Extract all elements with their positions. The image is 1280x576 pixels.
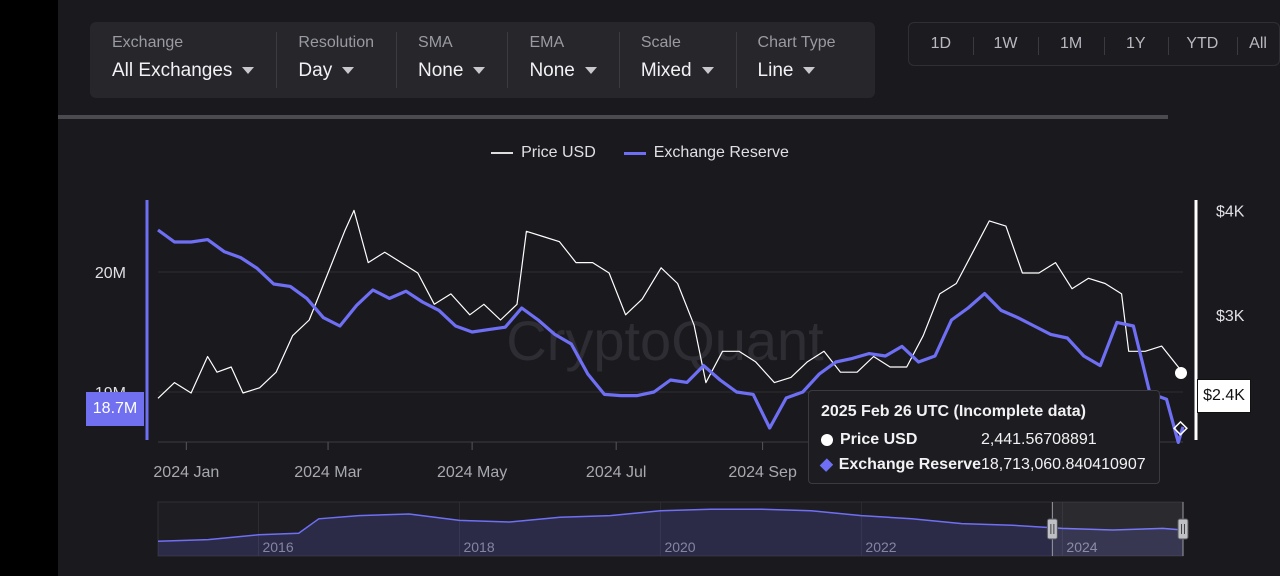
navigator-year-label: 2022 (865, 539, 896, 555)
section-divider (58, 115, 1168, 119)
x-tick-label: 2024 Sep (728, 464, 797, 481)
diamond-icon (819, 457, 833, 472)
legend-line-icon (491, 152, 514, 154)
reserve-value-badge: 18.7M (86, 392, 144, 426)
range-1d-button[interactable]: 1D (930, 35, 952, 52)
navigator-series-line (157, 508, 1184, 542)
exchange-dropdown[interactable]: Exchange All Exchanges (90, 22, 276, 98)
resolution-value: Day (298, 60, 333, 81)
price-hover-marker (1175, 367, 1187, 380)
tooltip-price-name: Price USD (840, 430, 918, 448)
chevron-down-icon (473, 67, 486, 75)
price-value-badge: $2.4K (1197, 379, 1251, 413)
sma-value: None (418, 60, 464, 81)
chevron-down-icon (342, 67, 355, 75)
tooltip-row-reserve: Exchange Reserve 18,713,060.840410907 (819, 452, 1147, 477)
chevron-down-icon (242, 67, 255, 75)
tooltip-reserve-name: Exchange Reserve (838, 455, 981, 473)
legend-price-label: Price USD (521, 144, 596, 161)
ema-dropdown[interactable]: EMA None (507, 22, 618, 98)
scale-label: Scale (640, 34, 681, 51)
range-1m-button[interactable]: 1M (1038, 35, 1104, 55)
ema-label: EMA (529, 34, 565, 51)
ema-value: None (529, 60, 575, 81)
sma-label: SMA (418, 34, 453, 51)
scale-dropdown[interactable]: Scale Mixed (618, 22, 736, 98)
x-tick-label: 2024 Jul (586, 464, 647, 481)
legend-reserve-label: Exchange Reserve (653, 144, 789, 161)
y-right-tick-label: $3K (1216, 308, 1245, 325)
x-tick-label: 2024 Jan (153, 464, 219, 481)
range-ytd-button[interactable]: YTD (1167, 35, 1238, 55)
resolution-dropdown[interactable]: Resolution Day (276, 22, 396, 98)
navigator-selection[interactable] (1052, 502, 1183, 556)
x-tick-label: 2024 Mar (294, 464, 362, 481)
range-1y-button[interactable]: 1Y (1103, 35, 1168, 55)
legend-line-icon (623, 151, 646, 155)
scale-value: Mixed (640, 60, 692, 81)
chart-type-label: Chart Type (757, 34, 836, 51)
legend-item-price[interactable]: Price USD (491, 144, 596, 162)
range-1w-button[interactable]: 1W (972, 35, 1039, 55)
tooltip-title: 2025 Feb 26 UTC (Incomplete data) (821, 403, 1086, 420)
tooltip-reserve-value: 18,713,060.840410907 (981, 455, 1146, 473)
reserve-hover-marker (1173, 420, 1188, 436)
navigator-year-label: 2018 (463, 539, 494, 555)
chart-toolbar: Exchange All Exchanges Resolution Day SM… (90, 22, 875, 98)
legend-item-reserve[interactable]: Exchange Reserve (623, 144, 789, 162)
reserve-series-line (157, 228, 1185, 444)
x-tick-label: 2024 May (437, 464, 507, 481)
navigator-year-label: 2024 (1066, 539, 1097, 555)
navigator-left-handle[interactable] (1046, 518, 1058, 540)
chevron-down-icon (803, 67, 816, 75)
chart-tooltip: 2025 Feb 26 UTC (Incomplete data) Price … (808, 390, 1160, 484)
navigator-year-label: 2020 (664, 539, 695, 555)
watermark: CryptoQuant (506, 309, 824, 372)
chart-legend: Price USD Exchange Reserve (0, 144, 1280, 162)
exchange-value: All Exchanges (112, 60, 233, 81)
tooltip-price-value: 2,441.56708891 (981, 430, 1097, 448)
circle-icon (821, 433, 833, 446)
navigator-right-handle[interactable] (1177, 518, 1189, 540)
chart-type-dropdown[interactable]: Chart Type Line (735, 22, 858, 98)
chevron-down-icon (701, 67, 714, 75)
time-range-selector: 1D 1W 1M 1Y YTD All (908, 22, 1280, 66)
sma-dropdown[interactable]: SMA None (396, 22, 507, 98)
navigator-year-label: 2016 (262, 539, 293, 555)
exchange-label: Exchange (112, 34, 184, 51)
price-series-line (157, 209, 1184, 399)
y-left-tick-label: 20M (95, 265, 126, 282)
chevron-down-icon (584, 67, 597, 75)
resolution-label: Resolution (298, 34, 375, 51)
y-right-tick-label: $4K (1216, 203, 1245, 220)
range-all-button[interactable]: All (1237, 35, 1279, 55)
tooltip-row-price: Price USD 2,441.56708891 (821, 427, 1147, 452)
chart-type-value: Line (757, 60, 794, 81)
